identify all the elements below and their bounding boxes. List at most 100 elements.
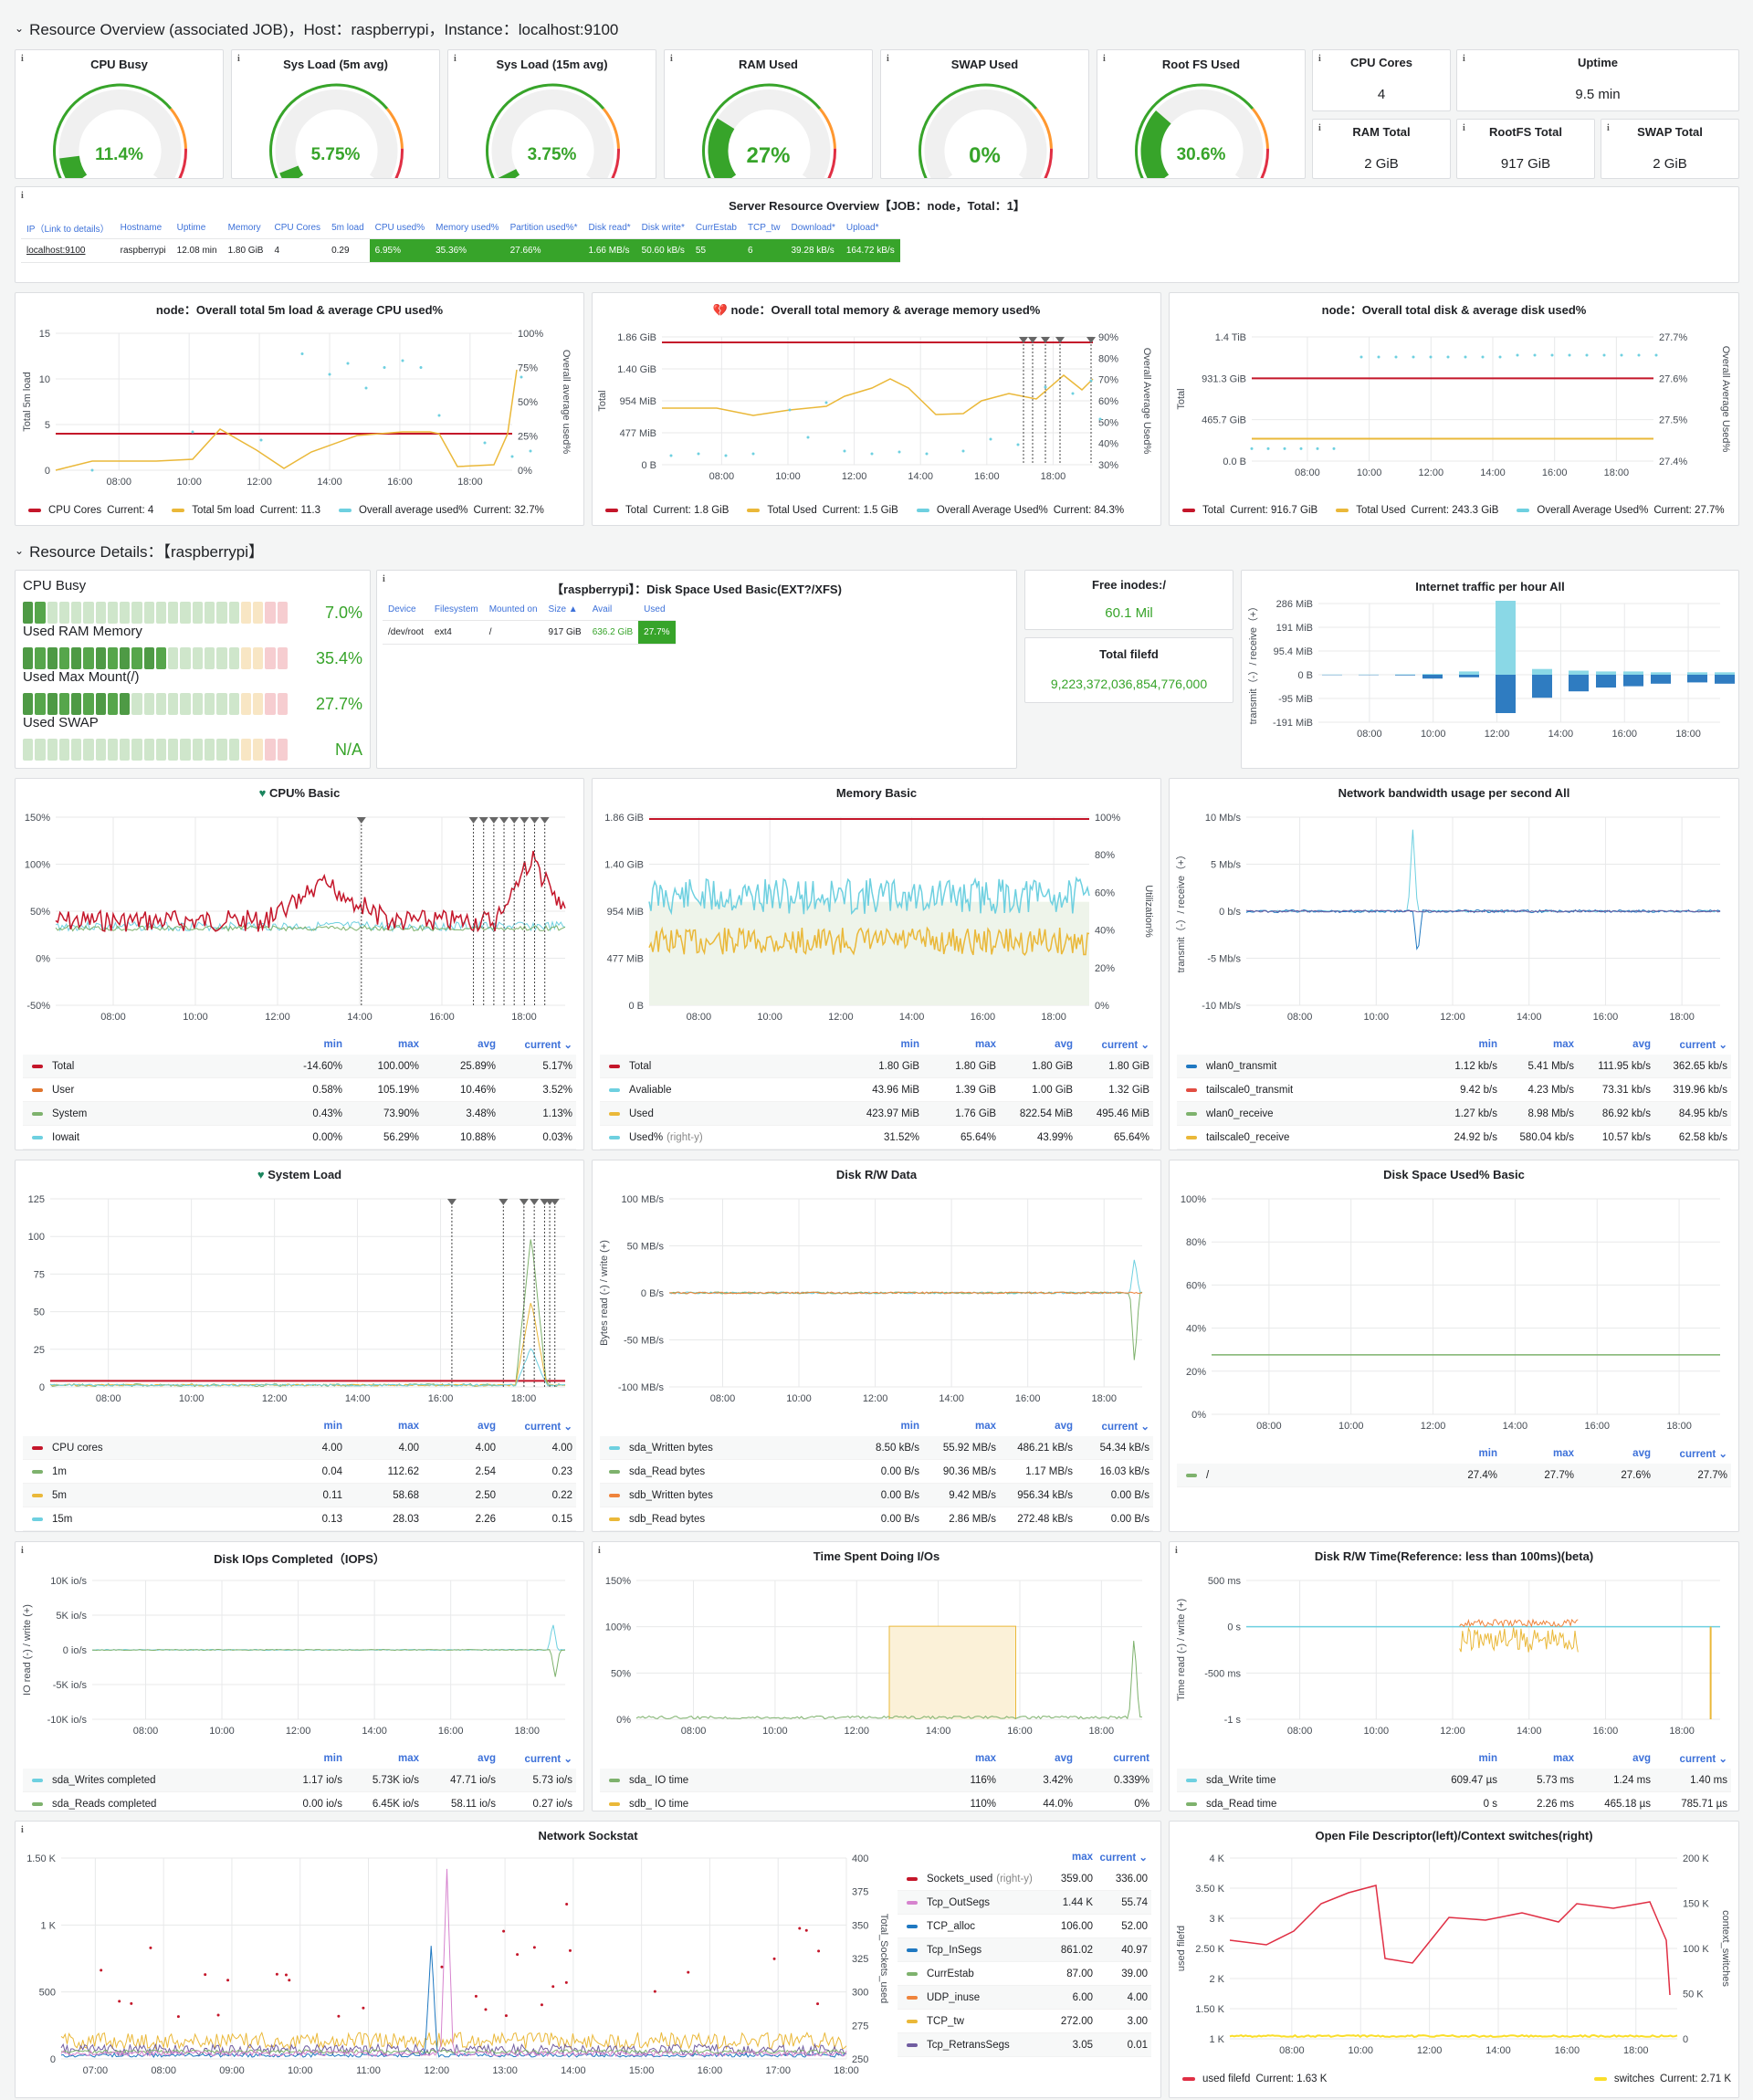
legend-row[interactable]: Tcp_OutSegs 1.44 K 55.74 [897, 1891, 1151, 1915]
column-header[interactable]: TCP_tw [742, 218, 786, 238]
legend-row[interactable]: TCP_tw 272.00 3.00 [897, 2010, 1151, 2033]
legend-column-header[interactable]: current [1076, 1753, 1153, 1764]
legend-column-header[interactable]: min [269, 1753, 346, 1764]
legend-row[interactable]: sdb_Read bytes 0.00 B/s 2.86 MB/s 272.48 kB… [600, 1507, 1153, 1531]
legend-row[interactable]: System 0.43% 73.90% 3.48% 1.13% [23, 1102, 576, 1126]
legend-item[interactable]: CPU Cores Current: 4 [28, 505, 153, 516]
legend-row[interactable]: sdb_Written bytes 0.00 B/s 9.42 MB/s 956.34… [600, 1484, 1153, 1507]
legend-row[interactable]: UDP_inuse 6.00 4.00 [897, 1986, 1151, 2010]
legend-column-header[interactable]: max [346, 1039, 423, 1050]
legend-column-header[interactable]: current ⌄ [499, 1038, 576, 1051]
legend-row[interactable]: Total 1.80 GiB 1.80 GiB 1.80 GiB 1.80 GiB [600, 1055, 1153, 1078]
legend-row[interactable]: 1m 0.04 112.62 2.54 0.23 [23, 1460, 576, 1484]
legend-row[interactable]: Used% (right-y) 31.52% 65.64% 43.99% 65.64% [600, 1126, 1153, 1150]
legend-row[interactable]: / 27.4% 27.7% 27.6% 27.7% [1177, 1464, 1731, 1487]
legend-column-header[interactable]: max [346, 1753, 423, 1764]
overall-disk-chart[interactable]: 1.4 TiB 931.3 GiB 465.7 GiB 0.0 B 08:00 10:00… [1170, 308, 1739, 514]
column-header[interactable]: Hostname [115, 218, 172, 238]
network-bw-chart[interactable]: 10 Mb/s 5 Mb/s 0 b/s -5 Mb/s -10 Mb/s 08:00 10… [1170, 803, 1739, 1031]
legend-row[interactable]: Iowait 0.00% 56.29% 10.88% 0.03% [23, 1126, 576, 1150]
legend-column-header[interactable]: current ⌄ [1097, 1851, 1151, 1864]
column-header[interactable]: Avail [587, 600, 638, 620]
legend-row[interactable]: sda_ IO time 116% 3.42% 0.339% [600, 1769, 1153, 1792]
disk-rw-chart[interactable]: 100 MB/s 50 MB/s 0 B/s -50 MB/s -100 MB/s 08:… [593, 1184, 1161, 1412]
column-header[interactable]: Memory used% [430, 218, 504, 238]
column-header[interactable]: Device [383, 600, 429, 620]
legend-column-header[interactable]: avg [1578, 1753, 1654, 1764]
column-header[interactable]: Disk write* [636, 218, 690, 238]
legend-column-header[interactable]: avg [1000, 1753, 1076, 1764]
legend-column-header[interactable]: avg [1578, 1448, 1654, 1459]
instance-link[interactable]: localhost:9100 [21, 238, 115, 262]
legend-row[interactable]: sda_Writes completed 1.17 io/s 5.73K io/s 4… [23, 1769, 576, 1792]
legend-column-header[interactable]: current ⌄ [499, 1420, 576, 1433]
legend-column-header[interactable]: current ⌄ [1076, 1038, 1153, 1051]
column-header[interactable]: Used [638, 600, 675, 620]
legend-row[interactable]: Tcp_RetransSegs 3.05 0.01 [897, 2033, 1151, 2057]
legend-row[interactable]: wlan0_transmit 1.12 kb/s 5.41 Mb/s 111.95 k… [1177, 1055, 1731, 1078]
sockstat-chart[interactable]: 1.50 K 1 K 500 0 07:00 08:00 09:00 10:00 11:00 12… [16, 1832, 892, 2097]
legend-item[interactable]: used filefd Current: 1.63 K [1182, 2074, 1327, 2084]
legend-row[interactable]: CurrEstab 87.00 39.00 [897, 1962, 1151, 1986]
column-header[interactable]: Partition used%* [505, 218, 583, 238]
legend-row[interactable]: CPU cores 4.00 4.00 4.00 4.00 [23, 1436, 576, 1460]
filefd-chart[interactable]: 4 K 3.50 K 3 K 2.50 K 2 K 1.50 K 1 K 08:00 10:00… [1170, 1834, 1739, 2074]
cpu-basic-chart[interactable]: 150% 100% 50% 0% -50% 08:00 10:00 12:00 14:00 16:… [16, 803, 584, 1031]
legend-item[interactable]: Total Used Current: 1.5 GiB [747, 505, 897, 516]
legend-column-header[interactable]: max [1042, 1852, 1097, 1863]
legend-row[interactable]: 15m 0.13 28.03 2.26 0.15 [23, 1507, 576, 1531]
overall-cpu-chart[interactable]: 15 10 5 0 08:00 10:00 12:00 14:00 16:00 18:00 100%… [16, 308, 584, 514]
memory-basic-chart[interactable]: 1.86 GiB1.40 GiB954 MiB477 MiB0 B08:00 10… [593, 803, 1161, 1031]
column-header[interactable]: CPU Cores [268, 218, 326, 238]
legend-row[interactable]: tailscale0_transmit 9.42 b/s 4.23 Mb/s 73.3… [1177, 1078, 1731, 1102]
legend-item[interactable]: Overall Average Used% Current: 84.3% [917, 505, 1124, 516]
legend-column-header[interactable]: avg [423, 1421, 499, 1432]
column-header[interactable]: IP（Link to details） [21, 218, 115, 238]
legend-row[interactable]: wlan0_receive 1.27 kb/s 8.98 Mb/s 86.92 kb/… [1177, 1102, 1731, 1126]
column-header[interactable]: CPU used% [370, 218, 430, 238]
legend-column-header[interactable]: current ⌄ [1076, 1420, 1153, 1433]
legend-row[interactable]: sda_Written bytes 8.50 kB/s 55.92 MB/s 486.… [600, 1436, 1153, 1460]
legend-column-header[interactable]: min [269, 1421, 346, 1432]
legend-column-header[interactable]: min [846, 1421, 923, 1432]
column-header[interactable]: Size ▲ [543, 600, 587, 620]
legend-row[interactable]: 5m 0.11 58.68 2.50 0.22 [23, 1484, 576, 1507]
legend-column-header[interactable]: current ⌄ [1654, 1038, 1731, 1051]
column-header[interactable]: 5m load [326, 218, 370, 238]
column-header[interactable]: Filesystem [429, 600, 484, 620]
system-load-chart[interactable]: 125 100 75 50 25 0 08:00 10:00 12:00 14:00 16:00 18… [16, 1184, 584, 1412]
legend-item[interactable]: Overall average used% Current: 32.7% [339, 505, 544, 516]
column-header[interactable]: Uptime [172, 218, 223, 238]
legend-column-header[interactable]: current ⌄ [1654, 1447, 1731, 1460]
legend-column-header[interactable]: avg [1578, 1039, 1654, 1050]
legend-column-header[interactable]: min [269, 1039, 346, 1050]
legend-column-header[interactable]: max [923, 1039, 1000, 1050]
row-header-details[interactable]: ⌄ Resource Details：【raspberrypi】 [15, 539, 264, 562]
legend-column-header[interactable]: avg [423, 1039, 499, 1050]
legend-item[interactable]: Total Current: 1.8 GiB [605, 505, 729, 516]
legend-column-header[interactable]: max [923, 1421, 1000, 1432]
column-header[interactable]: Upload* [841, 218, 900, 238]
legend-row[interactable]: Used 423.97 MiB 1.76 GiB 822.54 MiB 495.46 M… [600, 1102, 1153, 1126]
overall-memory-chart[interactable]: 1.86 GiB1.40 GiB954 MiB477 MiB0 B08:00 10… [593, 308, 1161, 514]
legend-item[interactable]: Total Current: 916.7 GiB [1182, 505, 1317, 516]
legend-row[interactable]: tailscale0_receive 24.92 b/s 580.04 kb/s 10… [1177, 1126, 1731, 1150]
legend-row[interactable]: sda_Read bytes 0.00 B/s 90.36 MB/s 1.17 MB/… [600, 1460, 1153, 1484]
column-header[interactable]: Memory [223, 218, 269, 238]
legend-row[interactable]: TCP_alloc 106.00 52.00 [897, 1915, 1151, 1938]
legend-column-header[interactable]: max [1501, 1753, 1578, 1764]
legend-item[interactable]: Total 5m load Current: 11.3 [172, 505, 320, 516]
legend-column-header[interactable]: avg [1000, 1039, 1076, 1050]
legend-row[interactable]: sdb_ IO time 110% 44.0% 0% [600, 1792, 1153, 1811]
legend-row[interactable]: Avaliable 43.96 MiB 1.39 GiB 1.00 GiB 1.32 G… [600, 1078, 1153, 1102]
column-header[interactable]: CurrEstab [690, 218, 742, 238]
column-header[interactable]: Disk read* [583, 218, 636, 238]
legend-column-header[interactable]: max [1501, 1039, 1578, 1050]
rw-time-chart[interactable]: 500 ms 0 s -500 ms -1 s 08:00 10:00 12:00 14:00… [1170, 1566, 1739, 1745]
legend-column-header[interactable]: min [1424, 1753, 1501, 1764]
column-header[interactable]: Mounted on [484, 600, 543, 620]
legend-column-header[interactable]: min [1424, 1448, 1501, 1459]
legend-column-header[interactable]: current ⌄ [499, 1752, 576, 1765]
legend-column-header[interactable]: max [923, 1753, 1000, 1764]
legend-item[interactable]: switches Current: 2.71 K [1594, 2074, 1731, 2084]
